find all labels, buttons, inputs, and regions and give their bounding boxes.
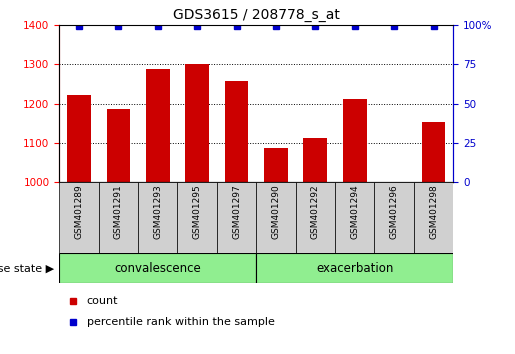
Text: count: count	[87, 296, 118, 306]
Text: percentile rank within the sample: percentile rank within the sample	[87, 317, 274, 327]
Text: GSM401295: GSM401295	[193, 184, 201, 239]
Text: GSM401293: GSM401293	[153, 184, 162, 239]
Text: GSM401294: GSM401294	[350, 184, 359, 239]
Bar	[59, 253, 256, 283]
Text: GSM401292: GSM401292	[311, 184, 320, 239]
Bar	[146, 69, 169, 182]
Text: GSM401297: GSM401297	[232, 184, 241, 239]
Bar	[256, 253, 453, 283]
Bar	[225, 81, 248, 182]
Bar	[303, 138, 327, 182]
Bar	[185, 64, 209, 182]
Bar	[217, 182, 256, 253]
Title: GDS3615 / 208778_s_at: GDS3615 / 208778_s_at	[173, 8, 340, 22]
Bar	[374, 182, 414, 253]
Bar	[67, 95, 91, 182]
Bar	[422, 122, 445, 182]
Bar	[138, 182, 177, 253]
Bar	[256, 182, 296, 253]
Bar	[59, 182, 99, 253]
Text: disease state ▶: disease state ▶	[0, 263, 54, 273]
Text: GSM401296: GSM401296	[390, 184, 399, 239]
Text: GSM401290: GSM401290	[271, 184, 280, 239]
Text: GSM401291: GSM401291	[114, 184, 123, 239]
Bar	[343, 99, 367, 182]
Bar	[99, 182, 138, 253]
Bar	[177, 182, 217, 253]
Text: convalescence: convalescence	[114, 262, 201, 275]
Bar	[296, 182, 335, 253]
Bar	[107, 109, 130, 182]
Text: GSM401298: GSM401298	[429, 184, 438, 239]
Bar	[414, 182, 453, 253]
Bar	[335, 182, 374, 253]
Text: GSM401289: GSM401289	[75, 184, 83, 239]
Text: exacerbation: exacerbation	[316, 262, 393, 275]
Bar	[264, 148, 288, 182]
